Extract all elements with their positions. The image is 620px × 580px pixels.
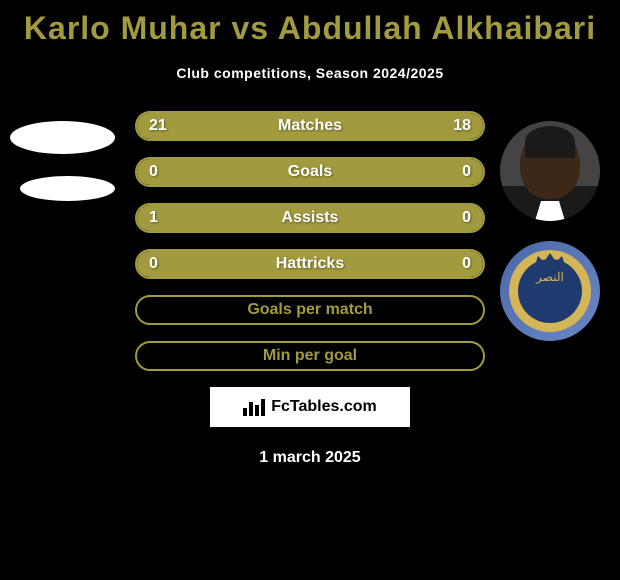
comparison-content: النصر 21 Matches 18 0 Goals 0 1 Assists … — [0, 111, 620, 467]
stat-row-matches: 21 Matches 18 — [135, 111, 485, 141]
stat-row-goals: 0 Goals 0 — [135, 157, 485, 187]
stat-label: Hattricks — [187, 255, 433, 273]
stat-label: Assists — [187, 209, 433, 227]
right-avatars: النصر — [500, 121, 600, 341]
stat-label: Goals — [187, 163, 433, 181]
stat-rows: 21 Matches 18 0 Goals 0 1 Assists 0 0 Ha… — [135, 111, 485, 371]
stat-right-value: 0 — [433, 163, 483, 181]
stat-left-value: 21 — [137, 117, 187, 135]
stat-left-value: 1 — [137, 209, 187, 227]
right-club-logo: النصر — [500, 241, 600, 341]
chart-icon — [243, 398, 265, 416]
stat-row-goals-per-match: Goals per match — [135, 295, 485, 325]
branding-bar: FcTables.com — [210, 387, 410, 427]
right-player-avatar — [500, 121, 600, 221]
stat-right-value: 18 — [433, 117, 483, 135]
stat-left-value: 0 — [137, 163, 187, 181]
left-avatars — [10, 121, 115, 201]
stat-label: Matches — [187, 117, 433, 135]
stat-left-value: 0 — [137, 255, 187, 273]
page-title: Karlo Muhar vs Abdullah Alkhaibari — [0, 0, 620, 47]
stat-right-value: 0 — [433, 209, 483, 227]
stat-label: Min per goal — [187, 347, 433, 365]
subtitle: Club competitions, Season 2024/2025 — [0, 65, 620, 81]
left-player-avatar-placeholder — [10, 121, 115, 154]
stat-label: Goals per match — [187, 301, 433, 319]
stat-row-assists: 1 Assists 0 — [135, 203, 485, 233]
date-text: 1 march 2025 — [0, 449, 620, 467]
stat-row-hattricks: 0 Hattricks 0 — [135, 249, 485, 279]
stat-row-min-per-goal: Min per goal — [135, 341, 485, 371]
left-club-logo-placeholder — [20, 176, 115, 201]
branding-text: FcTables.com — [271, 398, 377, 416]
stat-right-value: 0 — [433, 255, 483, 273]
